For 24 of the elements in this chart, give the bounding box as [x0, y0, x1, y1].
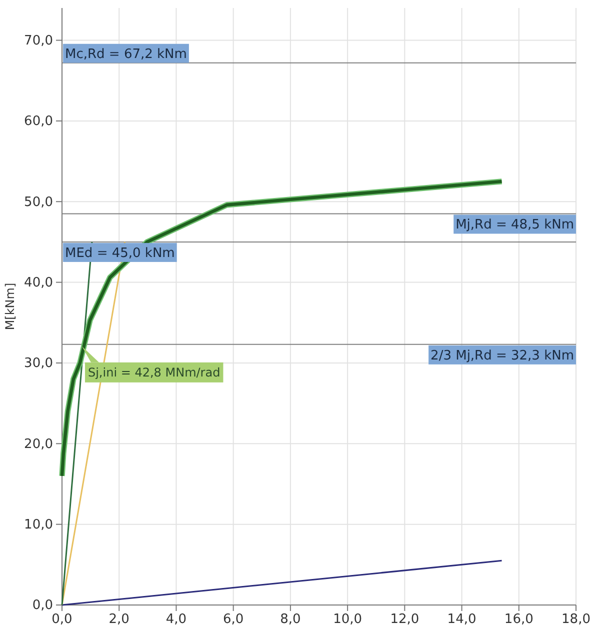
y-tick-label: 10,0 [24, 517, 53, 532]
x-tick-label: 12,0 [390, 612, 420, 628]
y-tick-label: 0,0 [32, 598, 53, 614]
annotation: Sj,ini = 42,8 MNm/rad [88, 365, 220, 380]
x-tick-label: 18,0 [562, 612, 590, 628]
x-tick-label: 6,0 [222, 612, 244, 628]
y-tick-label: 70,0 [24, 33, 53, 48]
y-tick-label: 40,0 [24, 275, 53, 290]
ref-line-label: 2/3 Mj,Rd = 32,3 kNm [430, 348, 574, 364]
y-tick-label: 50,0 [24, 194, 53, 210]
x-tick-label: 0,0 [52, 612, 72, 628]
x-tick-label: 2,0 [108, 612, 130, 628]
x-tick-label: 8,0 [280, 612, 301, 628]
x-tick-label: 4,0 [166, 612, 187, 628]
x-tick-label: 10,0 [333, 612, 362, 628]
y-axis-title: M[kNm] [3, 282, 17, 330]
y-tick-label: 20,0 [24, 436, 53, 452]
x-tick-label: 14,0 [447, 612, 476, 628]
ref-line-label: Mc,Rd = 67,2 kNm [65, 46, 187, 62]
x-tick-label: 16,0 [504, 612, 534, 628]
y-tick-label: 60,0 [24, 114, 53, 130]
y-tick-label: 30,0 [24, 356, 53, 372]
ref-line-label: MEd = 45,0 kNm [65, 246, 175, 261]
ref-line-label: Mj,Rd = 48,5 kNm [456, 218, 574, 233]
